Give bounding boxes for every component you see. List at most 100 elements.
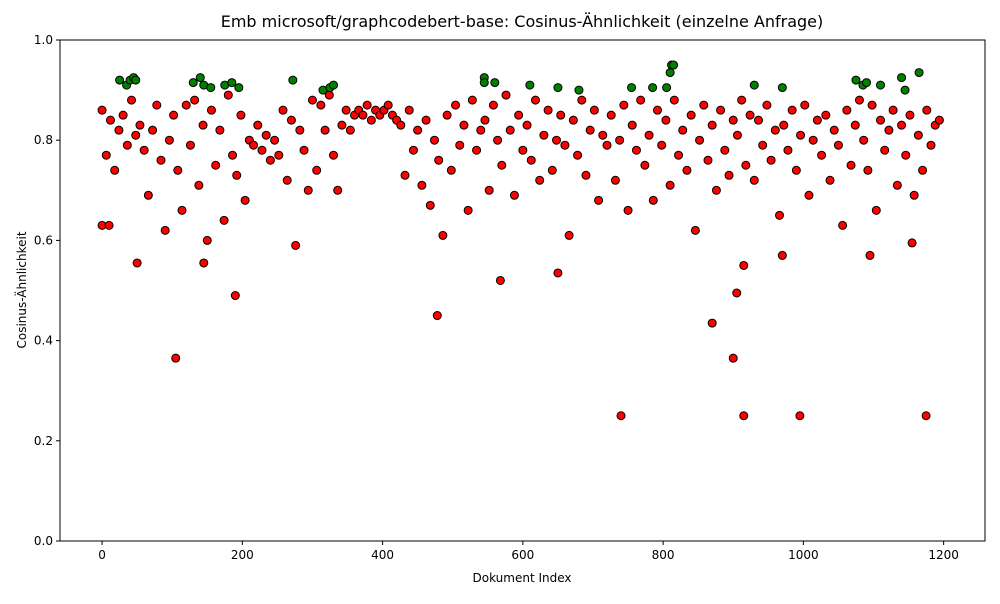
- scatter-point: [105, 115, 115, 125]
- scatter-point: [429, 135, 439, 145]
- scatter-point: [455, 140, 465, 150]
- scatter-point: [490, 78, 500, 88]
- x-tick-label: 0: [98, 548, 106, 562]
- scatter-point: [206, 83, 216, 93]
- scatter-point: [745, 110, 755, 120]
- scatter-point: [337, 120, 347, 130]
- scatter-point: [488, 100, 498, 110]
- scatter-point: [833, 140, 843, 150]
- scatter-point: [787, 105, 797, 115]
- scatter-point: [707, 120, 717, 130]
- scatter-point: [131, 75, 141, 85]
- scatter-point: [682, 165, 692, 175]
- scatter-point: [249, 140, 259, 150]
- scatter-point: [115, 75, 125, 85]
- scatter-point: [228, 150, 238, 160]
- scatter-point: [686, 110, 696, 120]
- x-tick-label: 400: [371, 548, 394, 562]
- scatter-point: [616, 411, 626, 421]
- scatter-point: [631, 145, 641, 155]
- scatter-point: [299, 145, 309, 155]
- scatter-point: [472, 145, 482, 155]
- scatter-point: [678, 125, 688, 135]
- scatter-point: [270, 135, 280, 145]
- scatter-point: [274, 150, 284, 160]
- scatter-point: [295, 125, 305, 135]
- scatter-point: [413, 125, 423, 135]
- scatter-point: [236, 110, 246, 120]
- scatter-point: [463, 205, 473, 215]
- scatter-point: [288, 75, 298, 85]
- scatter-point: [104, 220, 114, 230]
- scatter-point: [434, 155, 444, 165]
- scatter-point: [173, 165, 183, 175]
- scatter-point: [505, 125, 515, 135]
- scatter-point: [404, 105, 414, 115]
- scatter-point: [762, 100, 772, 110]
- scatter-point: [842, 105, 852, 115]
- scatter-point: [131, 130, 141, 140]
- scatter-point: [648, 195, 658, 205]
- scatter-point: [432, 311, 442, 321]
- scatter-point: [383, 100, 393, 110]
- scatter-point: [695, 135, 705, 145]
- scatter-point: [307, 95, 317, 105]
- scatter-point: [514, 110, 524, 120]
- scatter-point: [636, 95, 646, 105]
- scatter-point: [366, 115, 376, 125]
- plot-area: [97, 60, 944, 421]
- scatter-point: [808, 135, 818, 145]
- scatter-point: [171, 353, 181, 363]
- scatter-point: [796, 130, 806, 140]
- scatter-point: [451, 100, 461, 110]
- scatter-point: [188, 78, 198, 88]
- scatter-point: [602, 140, 612, 150]
- scatter-point: [525, 80, 535, 90]
- scatter-point: [479, 78, 489, 88]
- scatter-point: [114, 125, 124, 135]
- scatter-point: [817, 150, 827, 160]
- scatter-point: [122, 140, 132, 150]
- scatter-point: [240, 195, 250, 205]
- scatter-point: [669, 60, 679, 70]
- scatter-point: [518, 145, 528, 155]
- scatter-point: [329, 80, 339, 90]
- scatter-point: [501, 90, 511, 100]
- scatter-point: [627, 120, 637, 130]
- scatter-point: [181, 100, 191, 110]
- scatter-point: [143, 190, 153, 200]
- scatter-point: [495, 275, 505, 285]
- y-tick-label: 0.6: [34, 233, 53, 247]
- scatter-point: [425, 200, 435, 210]
- scatter-point: [838, 220, 848, 230]
- scatter-point: [854, 95, 864, 105]
- x-axis-label: Dokument Index: [473, 571, 572, 585]
- scatter-point: [316, 100, 326, 110]
- scatter-point: [674, 150, 684, 160]
- scatter-point: [421, 115, 431, 125]
- scatter-point: [530, 95, 540, 105]
- scatter-point: [286, 115, 296, 125]
- scatter-point: [732, 288, 742, 298]
- scatter-point: [644, 130, 654, 140]
- scatter-point: [484, 185, 494, 195]
- x-tick-label: 1000: [788, 548, 819, 562]
- scatter-point: [934, 115, 944, 125]
- scatter-point: [652, 105, 662, 115]
- scatter-point: [526, 155, 536, 165]
- x-tick-label: 1200: [928, 548, 959, 562]
- scatter-point: [552, 135, 562, 145]
- scatter-point: [669, 95, 679, 105]
- scatter-point: [699, 100, 709, 110]
- scatter-point: [257, 145, 267, 155]
- scatter-point: [918, 165, 928, 175]
- scatter-point: [282, 175, 292, 185]
- scatter-point: [185, 140, 195, 150]
- scatter-point: [753, 115, 763, 125]
- scatter-point: [909, 190, 919, 200]
- scatter-point: [589, 105, 599, 115]
- scatter-point: [139, 145, 149, 155]
- scatter-point: [556, 110, 566, 120]
- scatter-point: [739, 260, 749, 270]
- scatter-point: [703, 155, 713, 165]
